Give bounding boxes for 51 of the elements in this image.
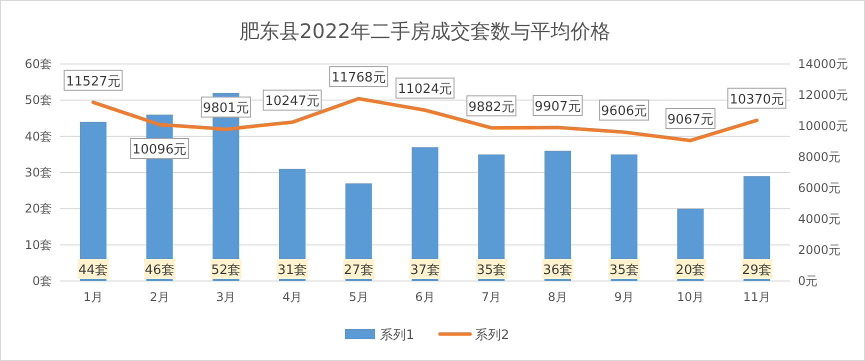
y-tick-label: 20套 (24, 202, 52, 216)
data-label: 9801元 (202, 101, 249, 116)
y-tick-label: 50套 (24, 93, 52, 108)
legend-label: 系列1 (380, 328, 414, 343)
data-label: 10096元 (132, 142, 187, 158)
y-tick-label: 30套 (24, 166, 52, 180)
data-label: 31套 (278, 263, 308, 278)
data-label: 52套 (211, 263, 241, 278)
y2-tick-label: 4000元 (798, 212, 841, 226)
data-label: 9606元 (601, 104, 648, 120)
y-tick-label: 10套 (24, 238, 52, 252)
y2-tick-label: 12000元 (798, 88, 848, 102)
data-label: 9907元 (534, 99, 581, 114)
x-tick-label: 11月 (743, 290, 770, 304)
chart-title: 肥东县2022年二手房成交套数与平均价格 (240, 19, 610, 43)
data-label: 35套 (609, 263, 639, 278)
x-tick-label: 8月 (548, 290, 568, 304)
y2-tick-label: 2000元 (798, 243, 841, 257)
data-label: 46套 (144, 263, 174, 278)
y-tick-label: 0套 (32, 274, 52, 288)
x-tick-label: 7月 (482, 290, 502, 304)
x-tick-label: 2月 (150, 290, 170, 304)
x-tick-label: 9月 (614, 290, 634, 304)
data-label: 10370元 (730, 92, 784, 108)
data-label: 11024元 (398, 82, 452, 98)
data-label: 9882元 (468, 100, 514, 115)
y2-tick-label: 0元 (798, 274, 818, 288)
x-tick-label: 1月 (83, 290, 103, 304)
y-tick-label: 60套 (24, 57, 52, 71)
x-tick-label: 6月 (415, 290, 435, 304)
y2-tick-label: 8000元 (798, 150, 841, 164)
data-label: 35套 (476, 263, 506, 278)
data-label: 27套 (344, 263, 374, 278)
x-tick-label: 3月 (216, 290, 236, 304)
data-label: 36套 (542, 263, 572, 278)
data-label: 11768元 (331, 70, 386, 86)
data-label: 29套 (742, 263, 772, 278)
x-tick-label: 10月 (676, 290, 704, 304)
y2-tick-label: 14000元 (798, 57, 848, 71)
y-tick-label: 40套 (24, 129, 52, 144)
x-tick-label: 4月 (282, 290, 302, 304)
data-label: 10247元 (265, 94, 320, 110)
data-label: 9067元 (667, 112, 714, 128)
data-label: 11527元 (66, 74, 120, 90)
data-label: 44套 (78, 263, 108, 278)
data-label: 37套 (410, 263, 440, 278)
data-label: 20套 (676, 263, 706, 278)
y2-tick-label: 6000元 (798, 181, 841, 195)
x-tick-label: 5月 (348, 290, 368, 304)
y2-tick-label: 10000元 (798, 119, 848, 133)
legend-label: 系列2 (475, 328, 510, 343)
